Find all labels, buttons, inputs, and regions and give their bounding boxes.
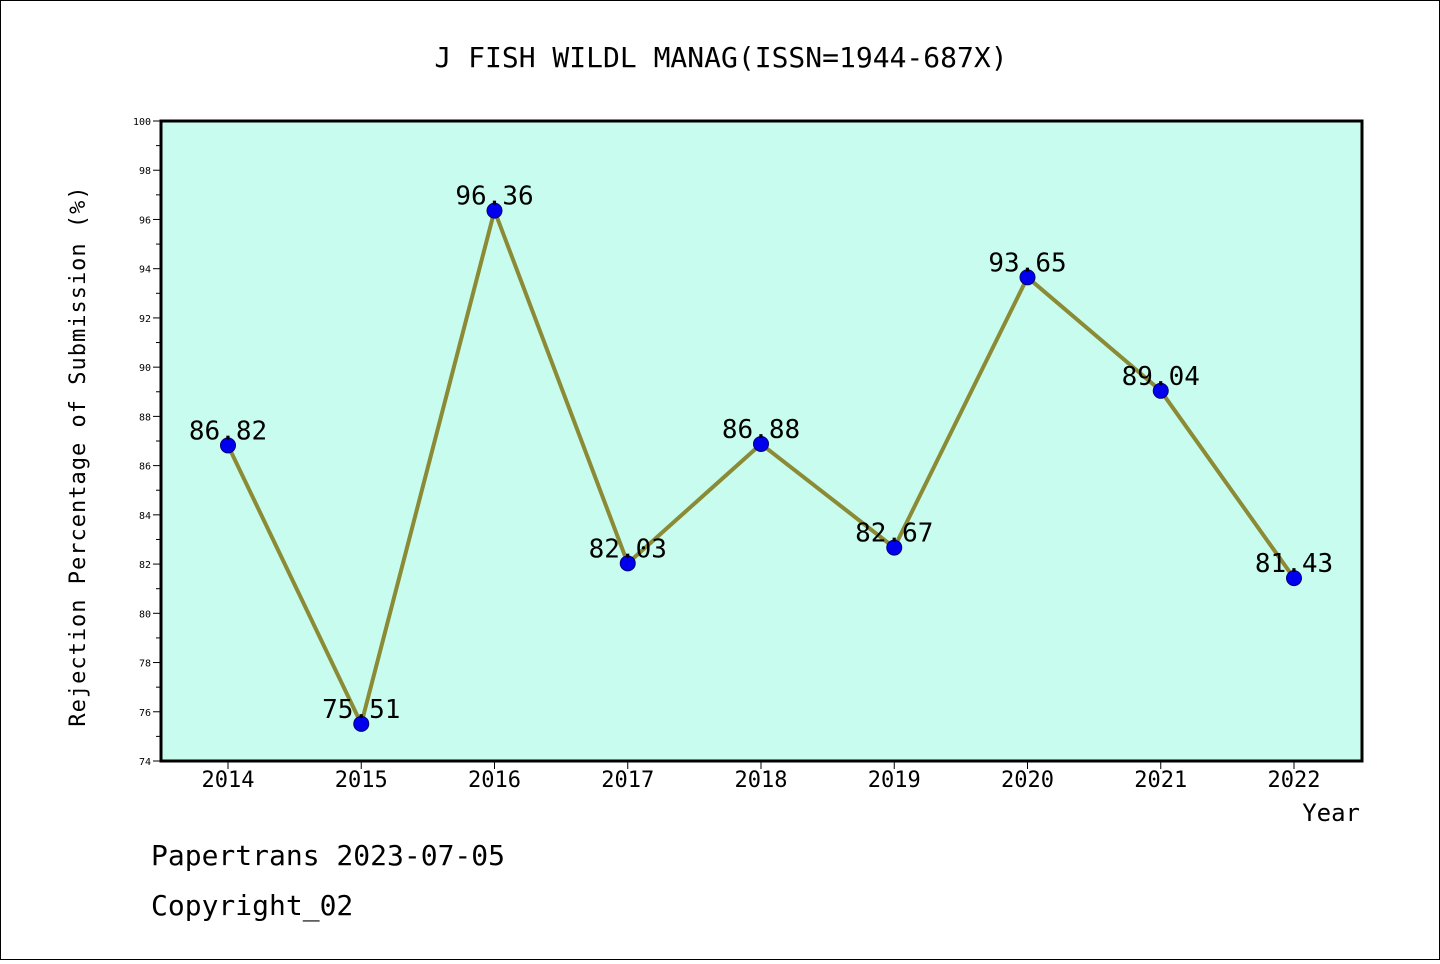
x-tick-label: 2015 <box>335 768 388 793</box>
data-point <box>619 555 636 572</box>
x-tick-label: 2021 <box>1134 768 1187 793</box>
y-tick-label: 88 <box>139 412 151 423</box>
footer-copyright: Copyright_02 <box>151 889 353 923</box>
x-axis-label: Year <box>1302 799 1360 827</box>
y-tick-label: 90 <box>139 363 151 374</box>
footer-date: Papertrans 2023-07-05 <box>151 839 505 872</box>
y-tick-label: 74 <box>139 757 151 768</box>
data-label: 75.51 <box>322 695 400 725</box>
data-label: 86.88 <box>722 415 800 445</box>
data-label: 93.65 <box>988 248 1066 278</box>
y-tick-label: 86 <box>139 462 151 473</box>
chart-title: J FISH WILDL MANAG(ISSN=1944-687X) <box>434 41 1007 74</box>
data-point <box>1152 382 1169 399</box>
x-tick-label: 2022 <box>1268 768 1321 793</box>
y-tick-label: 98 <box>139 166 151 177</box>
data-label: 86.82 <box>189 416 267 446</box>
y-tick-label: 76 <box>139 708 151 719</box>
y-tick-label: 96 <box>139 215 151 226</box>
x-tick-label: 2016 <box>468 768 521 793</box>
y-tick-label: 84 <box>139 511 151 522</box>
data-point <box>886 539 903 556</box>
data-label: 82.03 <box>589 534 667 564</box>
data-point <box>753 435 769 452</box>
series-line-group <box>220 202 1302 732</box>
x-tick-label: 2019 <box>868 768 921 793</box>
x-tick-label: 2020 <box>1001 768 1054 793</box>
y-tick-label: 82 <box>139 560 151 571</box>
y-tick-label: 78 <box>139 659 151 670</box>
data-point <box>1286 570 1302 587</box>
y-tick-label: 92 <box>139 314 151 325</box>
data-labels-group: 86.82 75.51 96.36 82.03 86.88 82.67 93.65 89.04… <box>189 182 1333 725</box>
data-label: 81.43 <box>1255 549 1333 579</box>
y-tick-label: 100 <box>133 117 151 128</box>
data-point <box>1019 269 1036 286</box>
x-tick-label: 2014 <box>202 768 255 793</box>
y-axis-label: Rejection Percentage of Submission (%) <box>66 185 91 726</box>
data-point <box>486 202 503 219</box>
data-point <box>220 437 236 454</box>
x-tick-label: 2018 <box>735 768 788 793</box>
y-tick-label: 94 <box>139 265 151 276</box>
x-axis-ticks: 2014 2015 2016 2017 2018 2019 2020 2021 2022 <box>202 761 1321 793</box>
data-label: 96.36 <box>455 182 533 212</box>
y-tick-label: 80 <box>139 609 151 620</box>
y-axis-ticks: 74 76 78 80 82 84 86 88 90 92 94 96 98 100 <box>133 117 161 768</box>
data-label: 82.67 <box>855 519 933 549</box>
data-point <box>353 715 370 732</box>
x-tick-label: 2017 <box>601 768 654 793</box>
data-label: 89.04 <box>1122 362 1200 392</box>
